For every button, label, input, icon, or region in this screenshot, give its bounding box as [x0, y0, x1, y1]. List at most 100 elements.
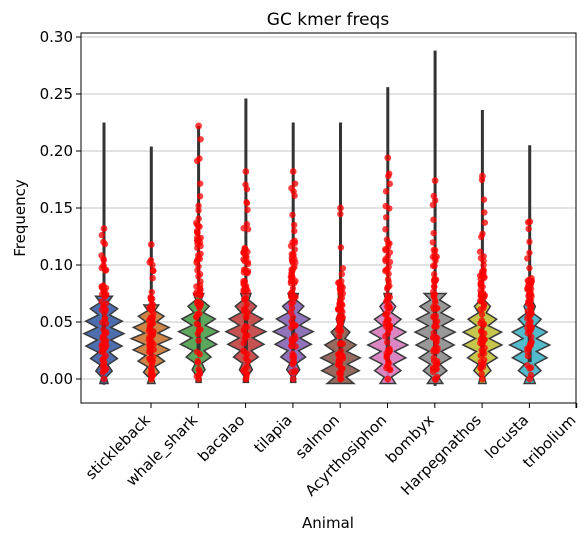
data-point-zero-7 [431, 375, 439, 383]
data-point-8 [478, 291, 486, 299]
grid-layer [81, 36, 576, 380]
data-point-7 [430, 229, 437, 237]
data-point-5 [336, 312, 344, 319]
data-point-7 [431, 297, 439, 304]
data-point-0 [100, 362, 108, 370]
data-point-9 [526, 238, 533, 246]
data-point-8 [481, 219, 489, 226]
data-point-6 [383, 236, 391, 243]
data-point-7 [429, 201, 437, 209]
data-point-9 [526, 365, 533, 372]
data-point-zero-5 [337, 375, 344, 383]
data-point-4 [292, 259, 299, 266]
data-point-6 [385, 172, 392, 180]
data-point-7 [431, 275, 438, 283]
data-point-5 [337, 339, 344, 347]
data-point-5 [337, 210, 344, 218]
data-point-4 [290, 252, 297, 259]
data-point-3 [243, 301, 250, 308]
data-point-2 [197, 234, 204, 242]
data-point-zero-4 [289, 375, 297, 383]
data-point-2 [194, 221, 201, 228]
data-point-9 [528, 274, 535, 282]
data-point-6 [382, 188, 390, 195]
data-point-4 [288, 368, 295, 376]
point-layer [98, 122, 535, 383]
data-point-2 [193, 289, 200, 296]
data-point-1 [149, 274, 156, 282]
data-point-0 [98, 252, 105, 259]
data-point-5 [338, 306, 345, 314]
data-point-2 [197, 136, 204, 143]
data-point-2 [193, 157, 201, 165]
data-point-6 [385, 360, 393, 367]
data-point-3 [241, 366, 248, 373]
data-point-0 [99, 333, 107, 340]
data-point-1 [150, 346, 157, 353]
data-point-4 [290, 221, 298, 229]
data-point-5 [335, 279, 343, 286]
data-point-3 [243, 200, 251, 207]
data-point-4 [290, 358, 298, 366]
data-point-2 [196, 180, 204, 187]
data-point-3 [242, 295, 249, 302]
data-point-9 [526, 289, 534, 296]
data-point-1 [146, 340, 153, 348]
y-tick-label: 0.15 [40, 199, 73, 217]
data-point-2 [194, 267, 201, 274]
data-point-6 [382, 257, 389, 265]
data-point-max-6 [384, 154, 392, 162]
data-point-zero-1 [147, 375, 155, 383]
data-point-5 [334, 361, 342, 368]
data-point-1 [145, 327, 153, 335]
data-point-6 [382, 214, 390, 221]
data-point-0 [98, 264, 105, 272]
data-point-1 [147, 315, 155, 322]
data-point-6 [382, 226, 389, 233]
x-axis-label: Animal [302, 514, 354, 532]
data-point-3 [241, 244, 248, 252]
data-point-7 [432, 361, 440, 368]
data-point-6 [384, 316, 392, 323]
data-point-5 [335, 324, 342, 331]
data-point-4 [290, 352, 297, 359]
data-point-3 [244, 309, 251, 316]
data-point-max-9 [526, 218, 534, 226]
data-point-4 [287, 277, 295, 285]
data-point-3 [242, 181, 249, 188]
data-point-zero-8 [479, 375, 486, 383]
data-point-9 [526, 249, 533, 256]
data-point-0 [100, 238, 107, 246]
data-point-8 [480, 350, 488, 357]
data-point-4 [289, 211, 296, 219]
data-point-2 [193, 313, 200, 321]
data-point-5 [338, 287, 345, 294]
x-tick-label-2: bacalao [194, 411, 248, 465]
data-point-7 [433, 305, 440, 312]
data-point-9 [524, 352, 532, 360]
data-point-max-5 [337, 204, 344, 212]
data-point-6 [386, 365, 393, 373]
data-point-9 [527, 310, 535, 317]
data-point-zero-9 [526, 375, 534, 383]
data-point-9 [524, 255, 531, 262]
data-point-8 [481, 336, 488, 343]
data-point-3 [244, 206, 251, 214]
data-point-7 [430, 216, 437, 223]
chart-title: GC kmer freqs [267, 10, 390, 30]
data-point-max-7 [431, 177, 439, 185]
data-point-5 [336, 332, 343, 340]
data-point-4 [288, 324, 295, 331]
data-point-8 [481, 330, 488, 337]
data-point-8 [477, 281, 484, 288]
data-point-8 [478, 361, 485, 368]
data-point-6 [384, 276, 392, 283]
data-point-max-1 [147, 241, 155, 248]
data-point-1 [147, 256, 155, 264]
x-tick-label-5: Acyrthosiphon [302, 411, 391, 500]
data-point-2 [196, 368, 203, 375]
data-point-0 [98, 298, 105, 305]
data-point-6 [383, 311, 390, 318]
data-point-4 [289, 313, 297, 321]
